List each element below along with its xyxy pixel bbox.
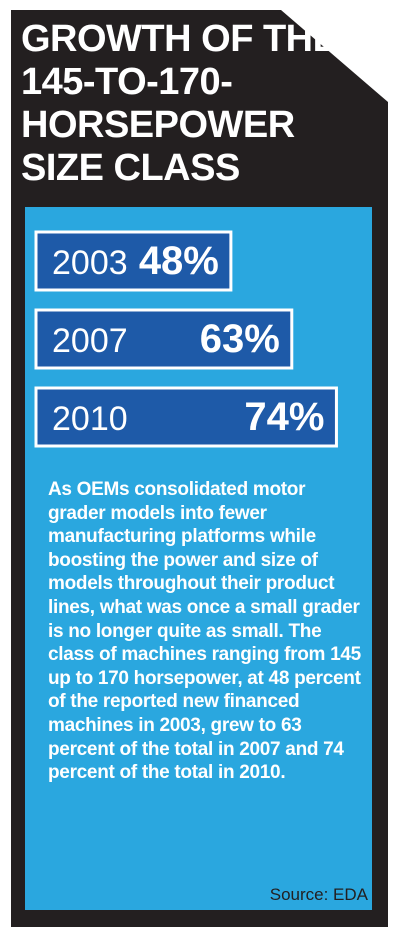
chart-title: GROWTH OF THE 145-TO-170-HORSEPOWER SIZE… xyxy=(21,18,338,189)
bar-2007 xyxy=(34,308,294,370)
bar-2003 xyxy=(34,230,233,292)
category-label-2010: 2010 xyxy=(52,400,128,438)
source-credit: Source: EDA xyxy=(269,885,368,904)
value-label-2010: 74% xyxy=(244,395,324,439)
value-label-2007: 63% xyxy=(200,317,280,361)
chart-caption: As OEMs consolidated motor grader models… xyxy=(48,479,361,784)
bar-chart: 2003 48% 2007 63% 2010 74% xyxy=(34,230,338,448)
bar-2010 xyxy=(34,386,338,448)
category-label-2007: 2007 xyxy=(52,322,128,360)
category-label-2003: 2003 xyxy=(52,244,128,282)
value-label-2003: 48% xyxy=(139,239,219,283)
